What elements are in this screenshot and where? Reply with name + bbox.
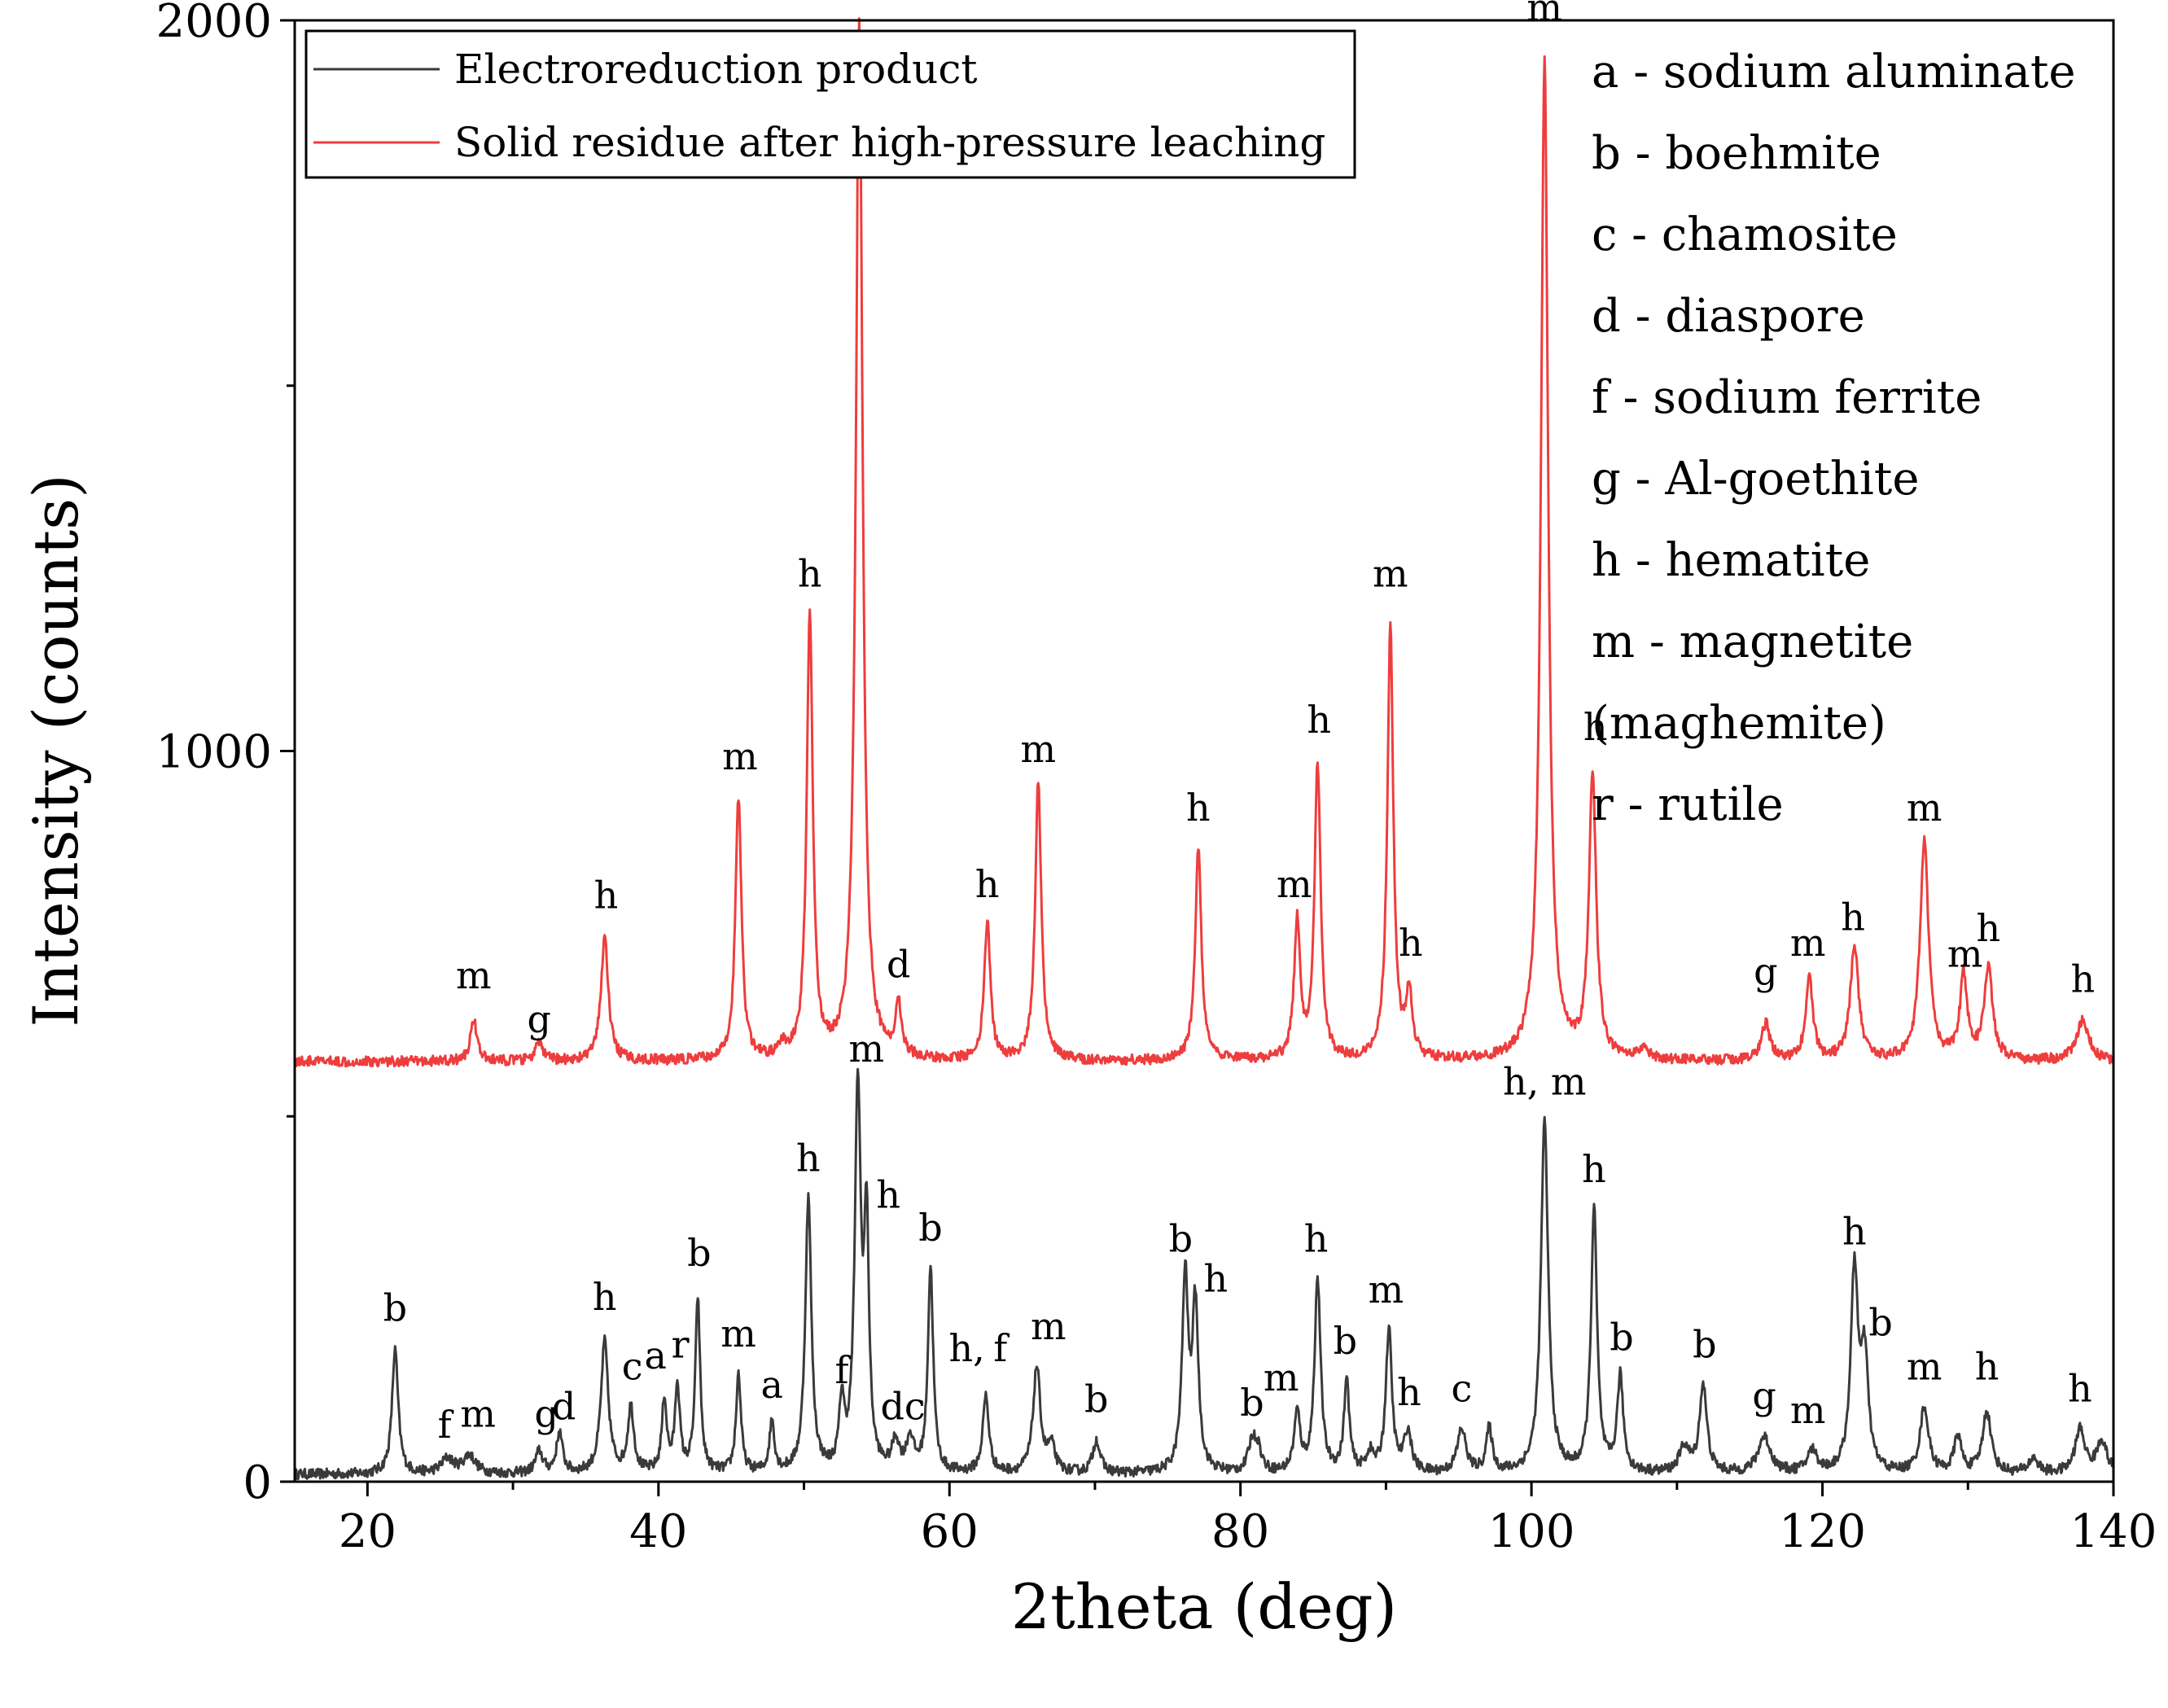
peak-label: m [1020, 727, 1056, 771]
peak-label: g [534, 1392, 558, 1436]
peak-label: d [887, 943, 910, 987]
x-tick-label: 140 [2070, 1505, 2157, 1558]
series-layer [293, 17, 2115, 1481]
peak-label: m [1031, 1304, 1066, 1348]
peak-label: m [1369, 1268, 1404, 1312]
phase-key-item: g - Al-goethite [1592, 453, 1919, 506]
peak-label: m [1907, 786, 1942, 830]
phase-key-item: m - magnetite [1592, 615, 1913, 668]
x-tick-label: 60 [921, 1505, 979, 1558]
peak-label: m [722, 734, 758, 778]
peak-label: h [1582, 1147, 1606, 1191]
y-tick-label: 0 [243, 1456, 272, 1509]
phase-key-item: f - sodium ferrite [1592, 371, 1982, 424]
peak-label: h [1397, 1370, 1421, 1414]
phase-key: a - sodium aluminate b - boehmite c - ch… [1592, 46, 2076, 831]
peak-label: h, m [1503, 1059, 1587, 1103]
legend-box [304, 29, 1356, 179]
peak-label: h [1583, 705, 1608, 749]
peak-label: h [1186, 786, 1211, 830]
legend-label-solid-residue: Solid residue after high-pressure leachi… [454, 119, 1325, 166]
peak-label: h [2068, 1366, 2092, 1410]
peak-label: h [1976, 906, 2000, 950]
peak-label: m [1526, 0, 1562, 29]
series-line-1 [293, 17, 2115, 1068]
peak-label: h [1203, 1257, 1228, 1301]
peak-label: h [594, 873, 619, 917]
x-tick-label: 20 [339, 1505, 396, 1558]
peak-label: b [1084, 1377, 1108, 1421]
peak-label: h [798, 552, 822, 596]
axis-ticks: 20 40 60 80 100 120 140 0 1000 2000 [155, 0, 2157, 1558]
peak-label: h [1307, 698, 1331, 742]
legend: Electroreduction product Solid residue a… [304, 29, 1356, 179]
peak-label: g [1752, 1373, 1776, 1417]
peak-label: m [460, 1392, 496, 1436]
peak-label: h [975, 862, 1000, 906]
y-tick-label: 2000 [155, 0, 272, 48]
peak-label: b [383, 1286, 407, 1330]
peak-label: h [593, 1275, 617, 1319]
x-tick-label: 100 [1488, 1505, 1575, 1558]
phase-key-item: b - boehmite [1592, 127, 1881, 180]
peak-label: d [552, 1385, 576, 1429]
peak-label: h [796, 1136, 821, 1180]
phase-key-item: c - chamosite [1592, 208, 1898, 261]
peak-label: b [1240, 1381, 1264, 1425]
x-axis-title: 2theta (deg) [1011, 1570, 1397, 1643]
peak-label: m [1790, 1388, 1826, 1432]
peak-label: h [1399, 921, 1423, 965]
peak-label: b [1169, 1216, 1193, 1260]
peak-label: m [456, 953, 492, 997]
phase-key-item: a - sodium aluminate [1592, 46, 2076, 99]
peak-label: h [2071, 957, 2096, 1001]
peak-label: h [1975, 1344, 1999, 1388]
peak-label: b [1334, 1319, 1357, 1363]
peak-label: h [1842, 1209, 1867, 1253]
phase-key-item: (maghemite) [1592, 697, 1886, 750]
peak-label: b [687, 1231, 711, 1275]
peak-label: f [993, 1326, 1010, 1370]
peak-label: r [672, 1322, 690, 1366]
peak-label: b [1693, 1322, 1716, 1366]
peak-label: m [1277, 862, 1312, 906]
peak-label: f [834, 1348, 851, 1392]
x-tick-label: 80 [1211, 1505, 1269, 1558]
peak-annotations: mghmhmdhmhmhhmmhgmhmmhhbfmgdhcarbmahfmhd… [383, 0, 2096, 1447]
y-axis-title: Intensity (counts) [20, 474, 92, 1027]
peak-label: a [760, 1363, 782, 1407]
phase-key-item: h - hematite [1592, 534, 1870, 587]
x-tick-label: 120 [1779, 1505, 1866, 1558]
peak-label: h, [949, 1326, 985, 1370]
peak-label: m [1947, 931, 1983, 975]
peak-label: b [1868, 1301, 1892, 1345]
peak-label: m [720, 1312, 756, 1355]
peak-label: b [1610, 1315, 1633, 1359]
x-tick-label: 40 [629, 1505, 687, 1558]
series-line-0 [293, 1067, 2115, 1481]
peak-label: g [1754, 950, 1777, 994]
phase-key-item: r - rutile [1592, 778, 1784, 831]
peak-label: a [645, 1334, 667, 1377]
peak-label: h [1304, 1216, 1329, 1260]
peak-label: f [438, 1403, 454, 1447]
peak-label: c [622, 1344, 643, 1388]
peak-label: m [1907, 1344, 1942, 1388]
peak-label: m [1790, 921, 1826, 965]
peak-label: h [876, 1172, 900, 1216]
peak-label: m [1373, 552, 1408, 596]
peak-label: m [849, 1027, 885, 1071]
peak-label: dc [880, 1385, 925, 1429]
y-tick-label: 1000 [155, 726, 272, 779]
peak-label: g [528, 997, 551, 1041]
phase-key-item: d - diaspore [1592, 290, 1865, 343]
peak-label: b [918, 1206, 942, 1250]
peak-label: c [1451, 1366, 1472, 1410]
peak-label: m [1264, 1355, 1299, 1399]
legend-label-electroreduction: Electroreduction product [454, 46, 977, 93]
peak-label: h [1841, 895, 1865, 939]
